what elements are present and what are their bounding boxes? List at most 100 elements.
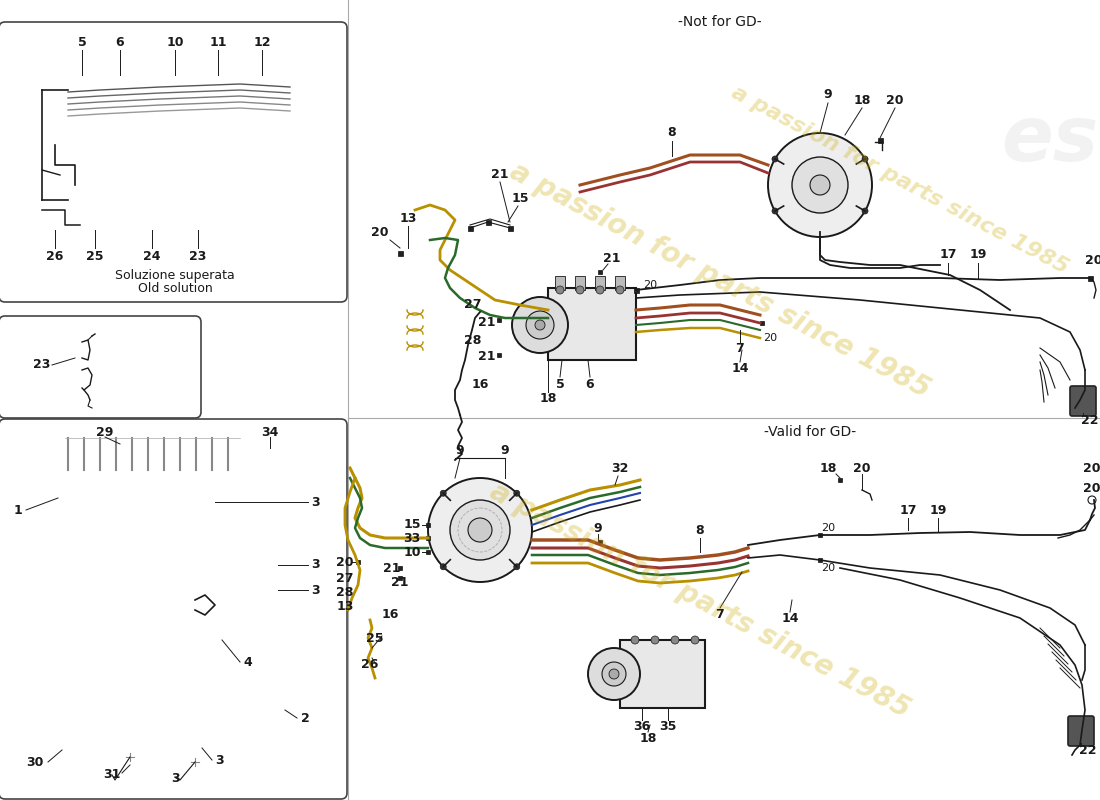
Circle shape: [768, 133, 872, 237]
Text: 25: 25: [86, 250, 103, 262]
Circle shape: [450, 500, 510, 560]
Text: 20: 20: [854, 462, 871, 474]
Bar: [634, 287, 638, 293]
Bar: [356, 560, 360, 564]
Text: 19: 19: [969, 249, 987, 262]
Bar: [188, 88, 198, 110]
Text: 28: 28: [464, 334, 482, 346]
Circle shape: [556, 286, 564, 294]
Text: 3: 3: [310, 558, 319, 571]
FancyBboxPatch shape: [1068, 716, 1094, 746]
Text: 22: 22: [1081, 414, 1099, 426]
Text: 20: 20: [1084, 482, 1100, 494]
Text: 20: 20: [642, 280, 657, 290]
Text: 6: 6: [116, 35, 124, 49]
Text: es: es: [1001, 103, 1099, 177]
Text: 31: 31: [103, 769, 121, 782]
Circle shape: [512, 297, 568, 353]
Bar: [240, 438, 310, 548]
Bar: [620, 640, 705, 708]
Text: 7: 7: [736, 342, 745, 354]
Circle shape: [792, 157, 848, 213]
Text: 20: 20: [821, 523, 835, 533]
Circle shape: [772, 156, 778, 162]
Text: 14: 14: [781, 611, 799, 625]
Bar: [598, 540, 602, 544]
Bar: [65, 438, 240, 470]
Text: 2: 2: [300, 711, 309, 725]
Text: 8: 8: [695, 523, 704, 537]
Text: 18: 18: [539, 391, 557, 405]
Text: 22: 22: [1079, 743, 1097, 757]
Text: 1: 1: [13, 503, 22, 517]
Bar: [58, 580, 278, 640]
Circle shape: [42, 502, 74, 534]
Text: 17: 17: [939, 249, 957, 262]
Bar: [58, 470, 213, 565]
Text: 25: 25: [366, 631, 384, 645]
Text: 16: 16: [382, 609, 398, 622]
Circle shape: [111, 486, 119, 494]
Text: 20: 20: [337, 555, 354, 569]
Text: 21: 21: [478, 350, 496, 363]
Text: 3: 3: [310, 583, 319, 597]
Bar: [575, 276, 585, 290]
Circle shape: [609, 669, 619, 679]
Circle shape: [258, 474, 271, 486]
Bar: [52, 740, 292, 760]
Circle shape: [136, 486, 144, 494]
FancyBboxPatch shape: [1070, 386, 1096, 416]
Bar: [548, 288, 636, 360]
Text: 9: 9: [594, 522, 603, 534]
Circle shape: [862, 208, 868, 214]
Circle shape: [535, 320, 544, 330]
Text: 6: 6: [585, 378, 594, 390]
Circle shape: [691, 636, 698, 644]
Text: 10: 10: [166, 35, 184, 49]
Text: 9: 9: [500, 443, 509, 457]
Text: 11: 11: [209, 35, 227, 49]
Bar: [426, 536, 430, 540]
Text: a passion for parts since 1985: a passion for parts since 1985: [728, 82, 1071, 278]
Text: 26: 26: [361, 658, 378, 671]
Circle shape: [514, 490, 520, 496]
Circle shape: [440, 564, 447, 570]
Text: 30: 30: [26, 755, 44, 769]
Circle shape: [810, 175, 830, 195]
Text: 32: 32: [612, 462, 629, 474]
Circle shape: [671, 636, 679, 644]
Bar: [598, 270, 602, 274]
Text: 18: 18: [854, 94, 871, 106]
Circle shape: [52, 512, 64, 524]
Text: 34: 34: [262, 426, 278, 438]
Text: 5: 5: [78, 35, 87, 49]
Text: 3: 3: [310, 495, 319, 509]
Text: 35: 35: [659, 719, 676, 733]
Text: -Valid for GD-: -Valid for GD-: [763, 425, 856, 439]
Text: 7: 7: [716, 609, 725, 622]
Bar: [109, 498, 121, 516]
Bar: [497, 353, 500, 357]
Circle shape: [631, 636, 639, 644]
Text: 20: 20: [821, 563, 835, 573]
Circle shape: [596, 286, 604, 294]
Circle shape: [772, 208, 778, 214]
Text: -Not for GD-: -Not for GD-: [679, 15, 762, 29]
Circle shape: [271, 91, 299, 119]
Text: a passion for parts since 1985: a passion for parts since 1985: [485, 477, 915, 723]
Text: 10: 10: [404, 546, 420, 558]
Bar: [258, 128, 312, 146]
Circle shape: [26, 486, 90, 550]
Text: Old solution: Old solution: [138, 282, 212, 295]
Bar: [398, 576, 402, 580]
Text: 12: 12: [253, 35, 271, 49]
Text: 3: 3: [172, 771, 180, 785]
Text: 21: 21: [478, 315, 496, 329]
Text: 19: 19: [930, 503, 947, 517]
Text: 21: 21: [492, 169, 508, 182]
Text: 15: 15: [404, 518, 420, 531]
Text: 20: 20: [1086, 254, 1100, 266]
Bar: [426, 523, 430, 527]
Circle shape: [588, 648, 640, 700]
Text: 27: 27: [337, 571, 354, 585]
